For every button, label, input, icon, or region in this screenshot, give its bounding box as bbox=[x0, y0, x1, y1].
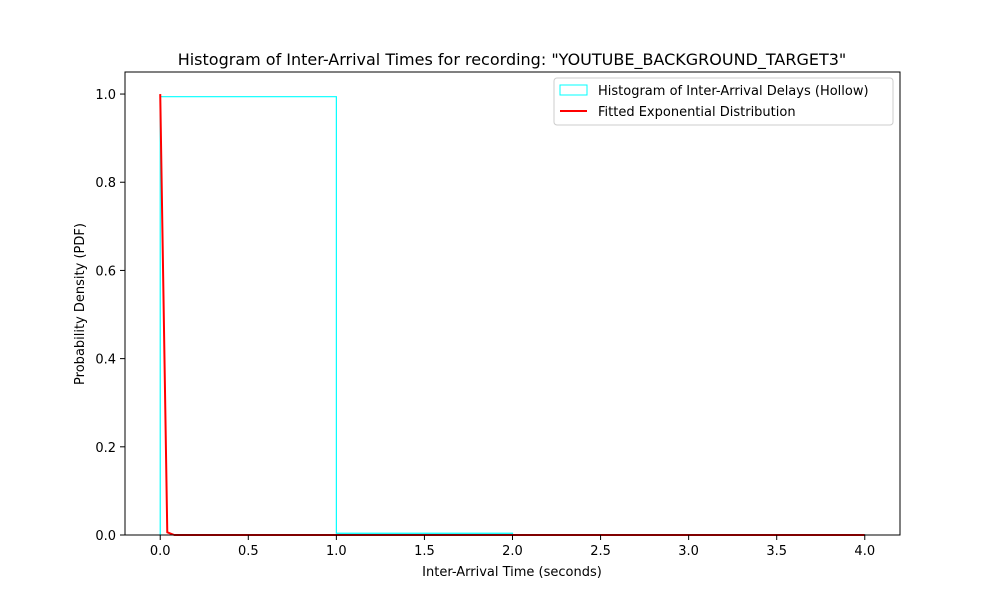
x-tick-label: 1.0 bbox=[326, 544, 347, 559]
y-tick-label: 1.0 bbox=[95, 88, 116, 103]
legend: Histogram of Inter-Arrival Delays (Hollo… bbox=[553, 77, 894, 126]
x-tick-label: 3.5 bbox=[766, 544, 787, 559]
x-tick-label: 2.0 bbox=[502, 544, 523, 559]
x-tick-label: 3.0 bbox=[678, 544, 699, 559]
y-axis-title: Probability Density (PDF) bbox=[73, 223, 88, 385]
legend-exponential-label: Fitted Exponential Distribution bbox=[598, 105, 796, 120]
x-axis-title: Inter-Arrival Time (seconds) bbox=[422, 565, 602, 580]
y-tick-label: 0.8 bbox=[95, 176, 116, 191]
y-tick-label: 0.6 bbox=[95, 264, 116, 279]
x-tick-label: 0.0 bbox=[150, 544, 171, 559]
plot-area: 0.0 0.5 1.0 1.5 2.0 2.5 3.0 3.5 4.0 0.0 0.2 0.4 0.6 0… bbox=[95, 71, 901, 559]
legend-histogram-swatch bbox=[559, 84, 588, 96]
x-tick-label: 4.0 bbox=[854, 544, 875, 559]
series-line-fitted-exponential bbox=[159, 94, 865, 536]
histogram-outline bbox=[159, 96, 866, 536]
x-tick-label: 1.5 bbox=[414, 544, 435, 559]
y-tick-label: 0.0 bbox=[95, 529, 116, 544]
y-tick-label: 0.4 bbox=[95, 353, 116, 368]
legend-histogram-label: Histogram of Inter-Arrival Delays (Hollo… bbox=[598, 84, 869, 99]
axes-frame bbox=[124, 71, 901, 536]
x-tick-label: 0.5 bbox=[238, 544, 259, 559]
legend-box bbox=[553, 77, 894, 126]
chart-title: Histogram of Inter-Arrival Times for rec… bbox=[178, 50, 847, 70]
y-tick-label: 0.2 bbox=[95, 441, 116, 456]
x-tick-label: 2.5 bbox=[590, 544, 611, 559]
